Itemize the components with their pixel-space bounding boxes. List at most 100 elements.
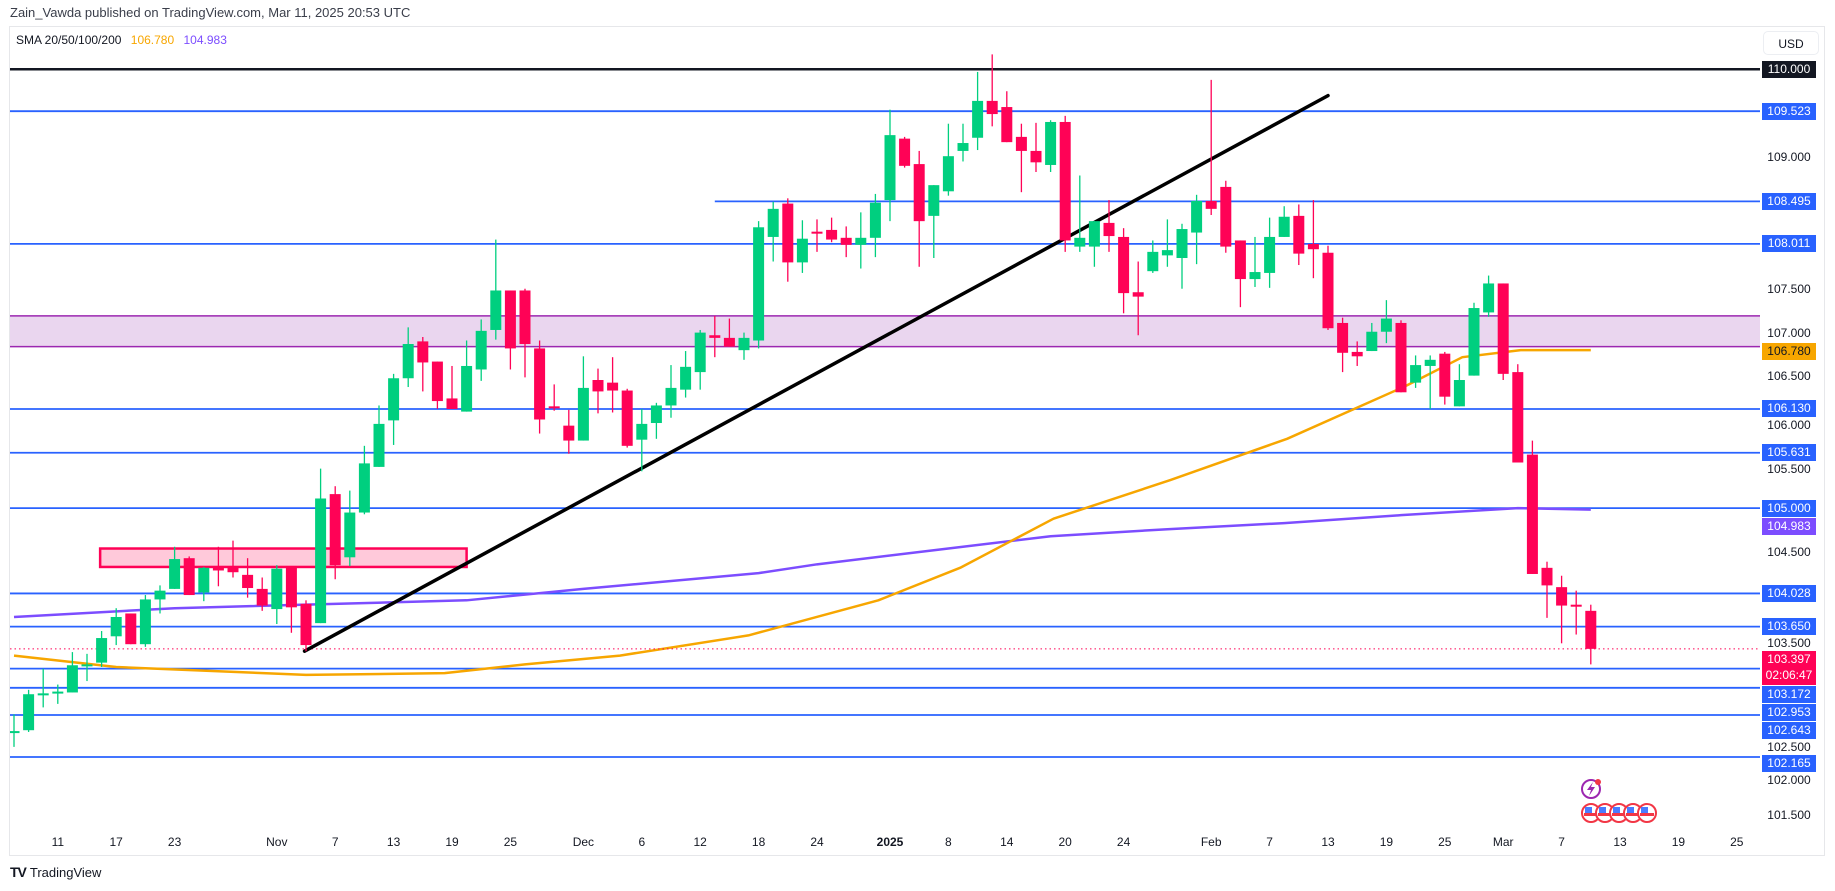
time-tick-label: 25	[1730, 835, 1744, 849]
candle	[81, 653, 93, 682]
resistance-box	[98, 547, 468, 569]
candle-body	[1249, 272, 1261, 280]
level-price-label: 105.631	[1762, 444, 1816, 462]
candle-body	[942, 156, 954, 192]
candle-body	[344, 512, 356, 558]
price-tick-label: 103.500	[1767, 636, 1811, 651]
candle-body	[285, 566, 297, 608]
candle-body	[1264, 236, 1276, 273]
candle	[577, 356, 589, 441]
candle-body	[796, 238, 808, 263]
candle-body	[1483, 283, 1495, 313]
time-tick-label: Mar	[1492, 835, 1514, 849]
candle-body	[577, 387, 589, 441]
candle	[10, 714, 20, 747]
sma-legend-value-orange: 106.780	[130, 33, 175, 47]
candle	[723, 318, 735, 347]
candle-body	[37, 693, 49, 696]
price-tick-label: 107.500	[1767, 281, 1811, 296]
candle	[957, 123, 969, 162]
candle-body	[1161, 250, 1173, 256]
bar-countdown: 02:06:47	[1765, 668, 1813, 683]
candle-body	[826, 229, 838, 240]
sma-legend-value-purple: 104.983	[183, 33, 227, 47]
candle-body	[855, 237, 867, 245]
candle-body	[650, 405, 662, 424]
candle-body	[227, 566, 239, 573]
price-tick-label: 107.000	[1767, 325, 1811, 340]
candle	[694, 329, 706, 390]
tradingview-brand: TradingView	[29, 864, 102, 880]
sma-legend-name: SMA 20/50/100/200	[16, 33, 122, 47]
candle-body	[81, 664, 93, 667]
candle	[913, 150, 925, 267]
candle-body	[417, 341, 429, 363]
lightning-event-icon[interactable]	[1581, 779, 1601, 799]
candle-body	[1132, 292, 1144, 297]
candle-body	[475, 330, 487, 370]
level-price-label: 103.172	[1762, 686, 1816, 704]
price-tick-label: 106.000	[1767, 418, 1811, 433]
candle-body	[1556, 587, 1568, 606]
time-tick-label: Feb	[1200, 835, 1222, 849]
candle-body	[1176, 229, 1188, 259]
candle-body	[1103, 222, 1115, 237]
time-tick-label: 13	[386, 835, 401, 849]
candle	[1118, 228, 1130, 314]
candle	[139, 595, 151, 647]
candle-body	[1468, 308, 1480, 376]
candle-body	[446, 398, 458, 409]
candle	[431, 361, 443, 409]
candle-body	[1015, 136, 1027, 151]
candle-body	[504, 290, 516, 349]
candle-body	[1526, 454, 1538, 574]
candle	[1015, 123, 1027, 193]
candle	[753, 221, 765, 349]
price-tick-label: 106.500	[1767, 369, 1811, 384]
candle	[1205, 79, 1217, 215]
sma-legend[interactable]: SMA 20/50/100/200 106.780 104.983	[16, 33, 233, 47]
candle	[1293, 204, 1305, 266]
time-tick-label: 13	[1321, 835, 1335, 849]
candle	[1453, 364, 1465, 407]
candle	[738, 332, 750, 360]
candle-body	[767, 208, 779, 237]
level-price-label: 106.130	[1762, 400, 1816, 418]
candle	[869, 193, 881, 258]
candle-body	[884, 135, 896, 201]
sma-purple-line	[13, 506, 1591, 619]
candle	[1191, 194, 1203, 265]
candle	[227, 540, 239, 578]
candle-body	[1497, 283, 1509, 374]
candle-body	[1088, 221, 1100, 247]
candle-body	[1585, 610, 1597, 649]
candle-body	[1147, 251, 1159, 272]
candle	[680, 351, 692, 398]
candle-body	[1059, 121, 1071, 241]
candle-body	[329, 494, 341, 566]
candle	[315, 468, 327, 624]
candle	[37, 668, 49, 708]
candle-body	[23, 694, 35, 731]
price-tick-label: 109.000	[1767, 150, 1811, 165]
candle	[417, 336, 429, 392]
time-tick-label: 14	[1000, 835, 1014, 849]
candle-body	[636, 423, 648, 440]
candle	[183, 556, 195, 596]
candle	[1497, 283, 1509, 381]
candle	[534, 340, 546, 434]
level-price-label: 102.643	[1762, 722, 1816, 740]
candle-body	[811, 231, 823, 234]
currency-button[interactable]: USD	[1763, 31, 1819, 55]
tradingview-logo[interactable]: TV TradingView	[10, 864, 101, 880]
candle	[1161, 219, 1173, 267]
time-tick-label: 11	[51, 835, 65, 849]
candle	[446, 365, 458, 409]
candle-body	[519, 290, 531, 345]
candle-body	[358, 463, 370, 513]
candle-body	[1220, 186, 1232, 247]
publish-info: Zain_Vawda published on TradingView.com,…	[10, 5, 411, 20]
us-flag-event-icons[interactable]	[1581, 803, 1657, 823]
candle	[329, 486, 341, 580]
